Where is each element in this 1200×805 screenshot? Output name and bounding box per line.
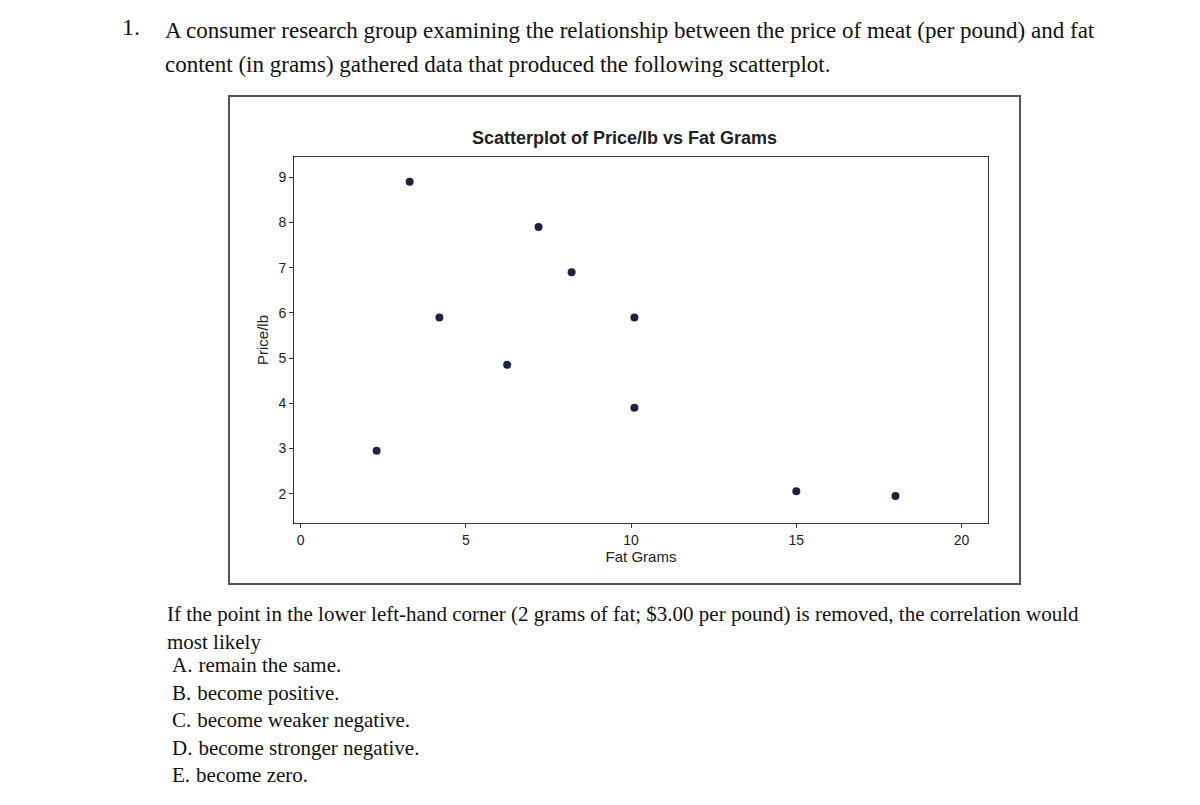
svg-text:10: 10 <box>623 532 639 548</box>
svg-text:8: 8 <box>278 214 286 230</box>
svg-text:0: 0 <box>297 532 305 548</box>
svg-text:3: 3 <box>278 440 286 456</box>
svg-text:5: 5 <box>278 350 286 366</box>
html-text:If the point in the lower left: If the point in the lower left-hand corn… <box>167 602 1079 654</box>
svg-text:20: 20 <box>954 532 970 548</box>
svg-text:7: 7 <box>278 260 286 276</box>
svg-text:6: 6 <box>278 305 286 321</box>
html-text:E. become zero.: E. become zero. <box>172 763 308 787</box>
html-text:1.: 1. <box>122 14 140 40</box>
html-text:C. become weaker negative.: C. become weaker negative. <box>172 708 411 732</box>
svg-text:15: 15 <box>789 532 805 548</box>
svg-text:2: 2 <box>278 486 286 502</box>
svg-text:9: 9 <box>278 169 286 185</box>
html-text:D. become stronger negative.: D. become stronger negative. <box>172 735 420 760</box>
svg-text:Price/lb: Price/lb <box>254 315 271 365</box>
svg-text:4: 4 <box>278 395 286 411</box>
html-text:B. become positive.: B. become positive. <box>172 680 340 705</box>
svg-text:Fat Grams: Fat Grams <box>606 548 677 565</box>
svg-text:5: 5 <box>462 532 470 548</box>
svg-text:Scatterplot of Price/lb vs Fat: Scatterplot of Price/lb vs Fat Grams <box>472 128 777 148</box>
html-text:A. remain the same.: A. remain the same. <box>172 653 342 677</box>
html-text:A consumer research group exam: A consumer research group examining the … <box>165 18 1095 77</box>
